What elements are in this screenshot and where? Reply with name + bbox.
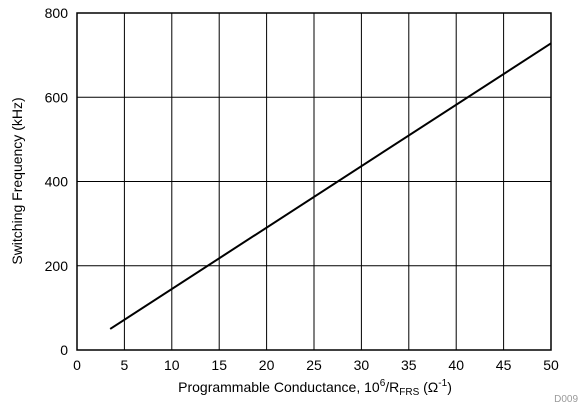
y-axis-label: Switching Frequency (kHz) bbox=[9, 97, 25, 264]
x-axis-label-main: Programmable Conductance, 10 bbox=[178, 379, 380, 395]
x-tick-label: 40 bbox=[448, 357, 464, 373]
x-tick-labels: 0 5 10 15 20 25 30 35 40 45 50 bbox=[73, 357, 559, 373]
x-tick-label: 20 bbox=[259, 357, 275, 373]
y-tick-label: 400 bbox=[45, 174, 69, 190]
x-tick-label: 25 bbox=[306, 357, 322, 373]
x-tick-label: 5 bbox=[121, 357, 129, 373]
y-tick-label: 0 bbox=[60, 342, 68, 358]
x-tick-label: 50 bbox=[543, 357, 559, 373]
x-tick-label: 35 bbox=[401, 357, 417, 373]
x-tick-label: 10 bbox=[164, 357, 180, 373]
x-tick-label: 15 bbox=[211, 357, 227, 373]
figure-id: D009 bbox=[554, 394, 578, 405]
x-axis-label-close: ) bbox=[447, 379, 452, 395]
x-tick-label: 0 bbox=[73, 357, 81, 373]
x-tick-label: 45 bbox=[496, 357, 512, 373]
x-axis-label-open: (Ω bbox=[419, 379, 438, 395]
x-tick-label: 30 bbox=[354, 357, 370, 373]
y-tick-label: 600 bbox=[45, 89, 69, 105]
x-axis-label: Programmable Conductance, 106/RFRS (Ω-1) bbox=[178, 378, 452, 398]
y-tick-label: 800 bbox=[45, 5, 69, 21]
series-line bbox=[110, 43, 551, 329]
x-axis-label-mid: /R bbox=[385, 379, 399, 395]
grid-lines bbox=[77, 13, 551, 350]
series-group bbox=[110, 43, 551, 329]
y-tick-label: 200 bbox=[45, 258, 69, 274]
y-tick-labels: 0 200 400 600 800 bbox=[45, 5, 69, 358]
x-axis-label-sub: FRS bbox=[399, 387, 419, 398]
